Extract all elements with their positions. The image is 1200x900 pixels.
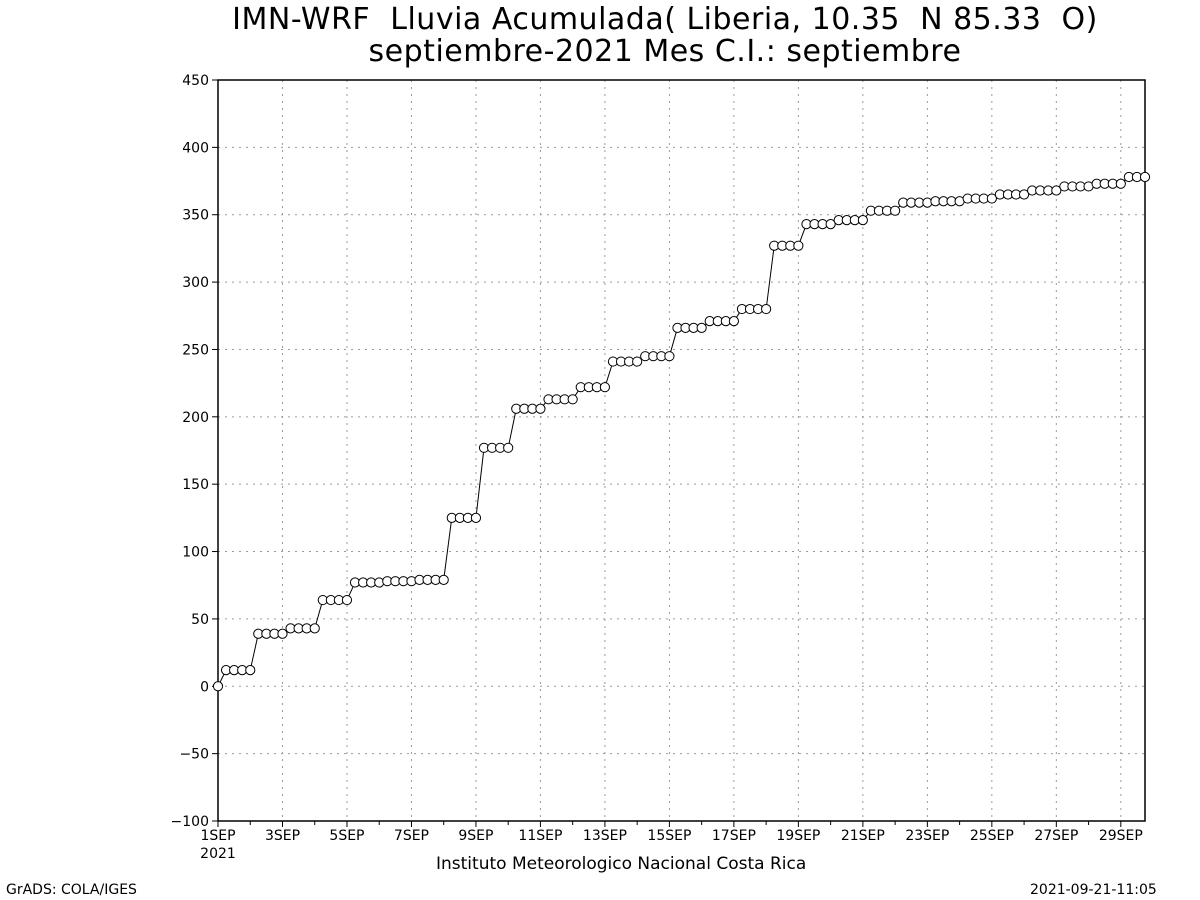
data-point [890,205,901,216]
x-tick-label: 11SEP [518,828,562,844]
x-tick-label: 7SEP [394,828,429,844]
data-point [599,382,611,393]
y-tick-label: 350 [182,208,209,224]
x-tick-label: 29SEP [1099,828,1143,844]
data-point [438,574,449,585]
data-point [535,403,546,414]
y-tick-label: 400 [182,140,209,156]
data-point [1018,189,1030,200]
y-tick-label: 200 [182,410,209,426]
x-tick-label: 5SEP [329,828,364,844]
data-point [309,623,320,634]
grid-lines [218,80,1145,821]
x-tick-label: 17SEP [712,828,756,844]
x-tick-label: 1SEP [200,828,235,844]
source-label: GrADS: COLA/IGES [6,882,137,898]
x-tick-label: 13SEP [583,828,627,844]
axes: −100 −50 0 50 100 150 200 250 300 350 400 450 1SEP 3S… [171,73,1143,862]
data-point [245,665,256,676]
data-point [1139,171,1151,183]
data-point [341,594,353,606]
data-point [793,240,804,251]
data-point [696,322,707,333]
data-point [632,356,643,367]
y-tick-label: 50 [191,612,209,628]
y-tick-label: −50 [179,747,209,763]
data-point [857,215,868,226]
y-tick-label: 300 [182,275,209,291]
x-tick-label: 3SEP [265,828,300,844]
institution-label: Instituto Meteorologico Nacional Costa R… [436,854,807,874]
y-tick-label: 250 [182,342,209,358]
y-tick-label: −100 [171,814,209,830]
data-point [212,681,224,692]
x-year-label: 2021 [200,846,236,862]
data-point [728,316,740,327]
x-tick-label: 9SEP [458,828,493,844]
timestamp-label: 2021-09-21-11:05 [1030,882,1157,898]
series-accumulated-rain [212,171,1151,692]
x-tick-label: 21SEP [841,828,885,844]
data-point [567,394,578,405]
data-point [470,512,482,523]
x-tick-label: 23SEP [905,828,949,844]
x-tick-label: 25SEP [970,828,1014,844]
data-point [1115,178,1126,189]
x-tick-label: 15SEP [647,828,691,844]
y-tick-label: 0 [200,679,209,695]
y-tick-label: 100 [182,545,209,561]
series-line [217,176,1145,687]
chart-subtitle: septiembre-2021 Mes C.I.: septiembre [368,34,962,69]
plot-frame [217,79,1146,822]
y-tick-label: 150 [182,477,209,493]
data-point [1051,185,1062,196]
chart-title: IMN-WRF Lluvia Acumulada( Liberia, 10.35… [232,2,1098,37]
data-point [825,219,836,230]
data-point [277,628,288,639]
data-point [761,303,772,315]
x-tick-label: 19SEP [776,828,820,844]
x-tick-label: 27SEP [1034,828,1078,844]
data-point [503,442,514,453]
y-tick-label: 450 [182,73,209,89]
data-point [986,193,997,204]
data-point [664,351,675,362]
